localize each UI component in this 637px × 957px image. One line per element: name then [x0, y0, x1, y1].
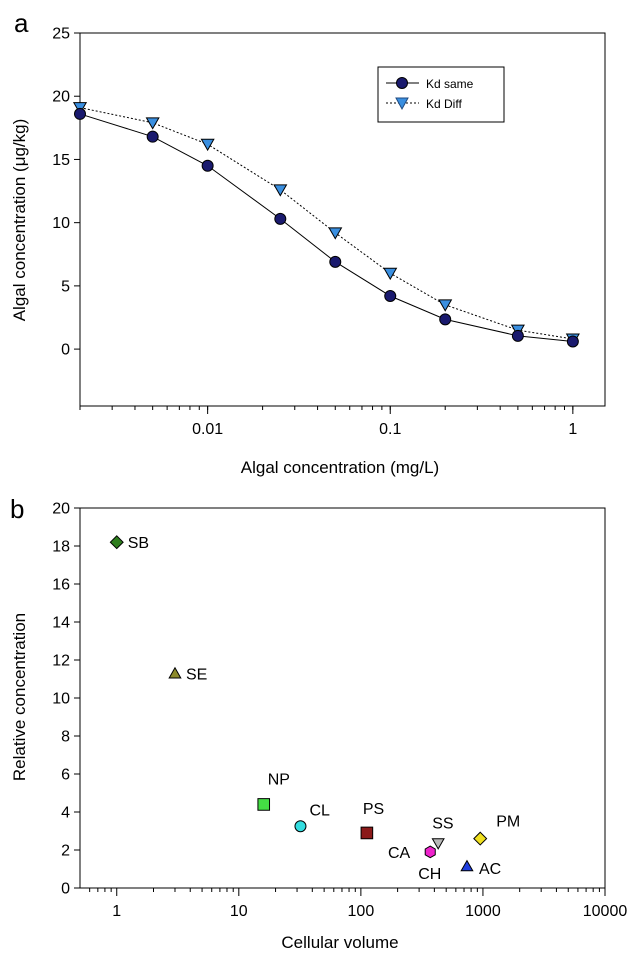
data-point-kd-same — [384, 289, 397, 302]
data-point-kd-diff — [383, 267, 398, 281]
data-point-kd-same — [566, 335, 579, 348]
panel-a: a 0 5 10 15 20 25 0.01 0.1 1 Algal concentratio… — [10, 8, 606, 477]
legend-box — [377, 66, 505, 123]
y-tick-label: 2 — [61, 843, 70, 860]
panel-b-x-axis: 1 10 100 1000 10000 — [89, 888, 628, 920]
y-tick-label: 6 — [61, 767, 70, 784]
legend-marker-kd-same — [396, 77, 408, 89]
y-tick-label: 14 — [52, 615, 70, 632]
panel-a-y-axis: 0 5 10 15 20 25 — [52, 26, 80, 359]
x-tick-label: 1 — [568, 421, 577, 438]
point-label-ss: SS — [432, 815, 453, 832]
panel-a-legend: Kd same Kd Diff — [377, 66, 505, 123]
x-tick-label: 1 — [112, 903, 121, 920]
y-tick-label: 25 — [52, 26, 70, 43]
data-point-ca — [424, 845, 436, 859]
series-line-kd-same — [79, 113, 573, 343]
data-point-kd-diff — [273, 184, 288, 197]
point-label-ac: AC — [479, 861, 501, 878]
point-label-ps: PS — [363, 801, 384, 818]
x-tick-label: 1000 — [465, 903, 501, 920]
panel-a-plot-frame — [79, 32, 606, 407]
point-label-np: NP — [268, 771, 290, 788]
x-tick-label: 0.01 — [192, 421, 223, 438]
data-point-cl — [294, 820, 307, 833]
panel-b-letter: b — [10, 494, 24, 524]
y-tick-label: 10 — [52, 691, 70, 708]
data-point-ss — [431, 838, 445, 850]
data-point-se — [168, 666, 182, 679]
x-tick-label: 0.1 — [379, 421, 401, 438]
data-point-kd-diff — [200, 138, 215, 152]
data-point-kd-same — [201, 159, 214, 172]
legend-label-kd-same: Kd same — [426, 77, 474, 91]
data-point-sb — [109, 535, 124, 550]
y-tick-label: 20 — [52, 89, 70, 106]
x-tick-label: 10 — [230, 903, 248, 920]
data-point-kd-same — [511, 329, 524, 342]
point-label-cl: CL — [309, 802, 330, 819]
y-tick-label: 15 — [52, 152, 70, 169]
data-point-kd-same — [146, 130, 159, 143]
panel-b-points: SB SE NP CL PS SS CA CH PM AC — [109, 535, 520, 883]
legend-label-kd-diff: Kd Diff — [426, 97, 462, 111]
data-point-ps — [360, 826, 374, 840]
data-point-kd-diff — [145, 117, 160, 130]
panel-a-x-axis: 0.01 0.1 1 — [79, 406, 577, 438]
data-point-kd-same — [274, 212, 287, 225]
y-tick-label: 20 — [52, 501, 70, 518]
data-point-kd-same — [74, 107, 86, 120]
point-label-se: SE — [186, 666, 207, 683]
point-label-pm: PM — [496, 814, 520, 831]
data-point-kd-same — [329, 255, 342, 268]
data-point-kd-diff — [438, 299, 453, 312]
data-point-pm — [473, 831, 488, 846]
y-tick-label: 8 — [61, 729, 70, 746]
panel-b-plot-frame — [79, 507, 606, 889]
y-tick-label: 0 — [61, 881, 70, 898]
point-label-ca: CA — [388, 845, 411, 862]
y-tick-label: 18 — [52, 539, 70, 556]
panel-b-x-axis-title: Cellular volume — [281, 933, 398, 952]
panel-a-letter: a — [14, 8, 29, 38]
legend-marker-kd-diff — [395, 97, 409, 111]
y-tick-label: 5 — [61, 278, 70, 295]
panel-a-series — [72, 102, 580, 348]
data-point-ac — [460, 859, 474, 872]
x-tick-label: 100 — [348, 903, 375, 920]
point-label-sb: SB — [128, 535, 149, 552]
data-point-np — [257, 798, 271, 811]
panel-a-x-axis-title: Algal concentration (mg/L) — [241, 458, 439, 477]
data-point-kd-same — [439, 313, 452, 326]
y-tick-label: 0 — [61, 342, 70, 359]
panel-b-y-axis-title: Relative concentration — [10, 613, 29, 781]
y-tick-label: 12 — [52, 653, 70, 670]
y-tick-label: 4 — [61, 805, 70, 822]
x-tick-label: 10000 — [583, 903, 628, 920]
panel-b: b 0 2 4 6 8 10 12 14 16 18 20 1 10 100 1000 10000 Cell… — [10, 494, 627, 952]
data-point-kd-diff — [328, 227, 343, 240]
panel-b-y-axis: 0 2 4 6 8 10 12 14 16 18 20 — [52, 501, 80, 898]
y-tick-label: 10 — [52, 215, 70, 232]
y-tick-label: 16 — [52, 577, 70, 594]
point-label-ch: CH — [418, 866, 441, 883]
panel-a-y-axis-title: Algal concentration (μg/kg) — [10, 119, 29, 322]
